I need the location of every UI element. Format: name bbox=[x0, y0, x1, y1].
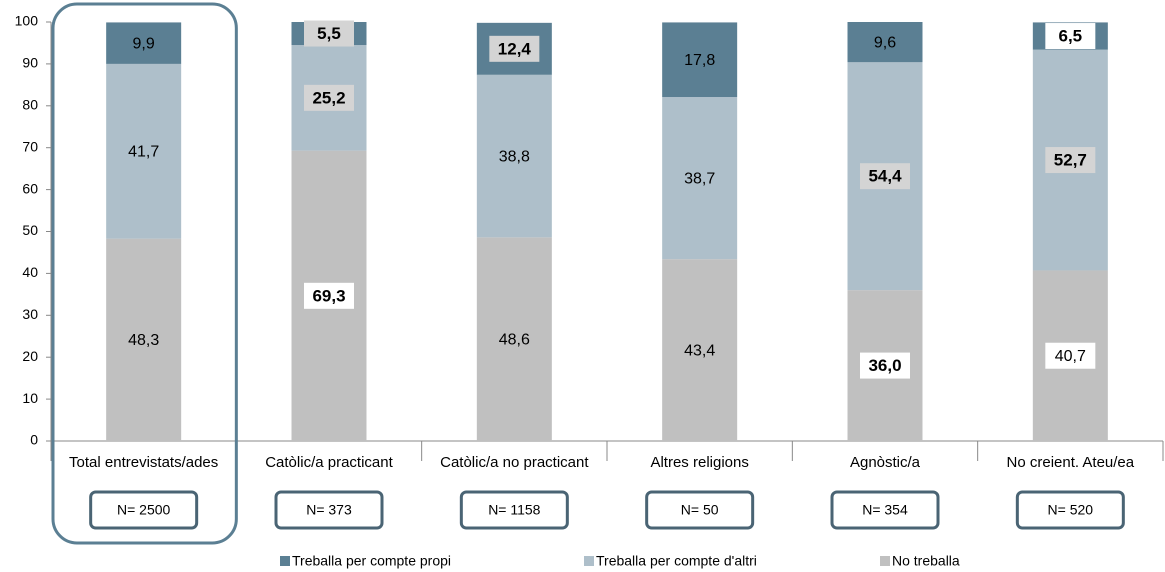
y-tick-label: 10 bbox=[22, 390, 38, 406]
y-tick-label: 60 bbox=[22, 180, 38, 196]
y-tick-label: 90 bbox=[22, 55, 38, 71]
value-label: 9,9 bbox=[133, 35, 155, 52]
value-label-box bbox=[304, 20, 354, 47]
value-label: 38,7 bbox=[684, 170, 715, 187]
value-label: 54,4 bbox=[868, 167, 902, 186]
y-tick-label: 100 bbox=[15, 13, 39, 29]
value-label-box bbox=[1045, 147, 1096, 174]
bar-segment bbox=[662, 259, 738, 441]
y-tick-label: 70 bbox=[22, 138, 38, 154]
sample-size-box bbox=[89, 490, 199, 530]
value-label: 41,7 bbox=[128, 143, 159, 160]
x-tick-label: Altres religions bbox=[650, 454, 748, 471]
value-label: 25,2 bbox=[312, 88, 345, 107]
bar-segment bbox=[662, 97, 738, 260]
legend-label: Treballa per compte propi bbox=[292, 553, 451, 569]
value-label: 12,4 bbox=[498, 39, 532, 58]
sample-size-box bbox=[274, 490, 384, 530]
sample-size-label: N= 520 bbox=[1048, 502, 1094, 518]
bar-segment bbox=[106, 63, 182, 239]
value-label: 48,3 bbox=[128, 332, 159, 349]
value-label-box bbox=[304, 282, 354, 309]
value-label: 43,4 bbox=[684, 342, 715, 359]
y-tick-label: 50 bbox=[22, 222, 38, 238]
sample-size-box bbox=[830, 490, 940, 530]
bar-segment bbox=[847, 22, 923, 63]
bar-segment bbox=[476, 237, 552, 441]
bar-segment bbox=[476, 74, 552, 238]
x-tick-label: Catòlic/a no practicant bbox=[440, 454, 589, 471]
highlight-frame bbox=[51, 2, 238, 545]
value-label: 36,0 bbox=[868, 356, 901, 375]
y-tick-label: 20 bbox=[22, 348, 38, 364]
x-tick-label: Total entrevistats/ades bbox=[69, 454, 218, 471]
bar-segment bbox=[662, 22, 738, 98]
legend-label: No treballa bbox=[892, 553, 960, 569]
legend-swatch bbox=[280, 556, 290, 566]
x-tick-label: Catòlic/a practicant bbox=[265, 454, 393, 471]
sample-size-box bbox=[1015, 490, 1125, 530]
value-label-box bbox=[860, 352, 910, 379]
value-label: 40,7 bbox=[1055, 348, 1086, 365]
y-tick-label: 30 bbox=[22, 306, 38, 322]
value-label: 5,5 bbox=[317, 24, 341, 43]
y-tick-label: 40 bbox=[22, 264, 38, 280]
value-label: 6,5 bbox=[1059, 27, 1083, 46]
legend-label: Treballa per compte d'altri bbox=[596, 553, 757, 569]
value-label: 52,7 bbox=[1054, 151, 1087, 170]
value-label: 17,8 bbox=[684, 52, 715, 69]
sample-size-label: N= 1158 bbox=[488, 502, 540, 518]
value-label: 9,6 bbox=[874, 34, 896, 51]
value-label-box bbox=[489, 35, 540, 62]
value-label: 38,8 bbox=[499, 148, 530, 165]
value-label: 48,6 bbox=[499, 331, 530, 348]
bar-segment bbox=[106, 238, 182, 441]
value-label-box bbox=[860, 163, 910, 190]
sample-size-label: N= 2500 bbox=[117, 502, 171, 518]
sample-size-label: N= 50 bbox=[681, 502, 719, 518]
value-label: 69,3 bbox=[312, 286, 345, 305]
x-tick-label: No creient. Ateu/ea bbox=[1007, 454, 1135, 471]
sample-size-box bbox=[459, 490, 569, 530]
y-tick-label: 0 bbox=[30, 432, 38, 448]
value-label-box bbox=[1045, 342, 1096, 369]
legend-swatch bbox=[584, 556, 594, 566]
y-tick-label: 80 bbox=[22, 97, 38, 113]
legend-swatch bbox=[880, 556, 890, 566]
sample-size-label: N= 373 bbox=[306, 502, 352, 518]
bar-segment bbox=[106, 22, 182, 64]
value-label-box bbox=[304, 84, 354, 111]
value-label-box bbox=[1045, 23, 1096, 50]
sample-size-box bbox=[645, 490, 755, 530]
sample-size-label: N= 354 bbox=[862, 502, 908, 518]
x-tick-label: Agnòstic/a bbox=[850, 454, 921, 471]
